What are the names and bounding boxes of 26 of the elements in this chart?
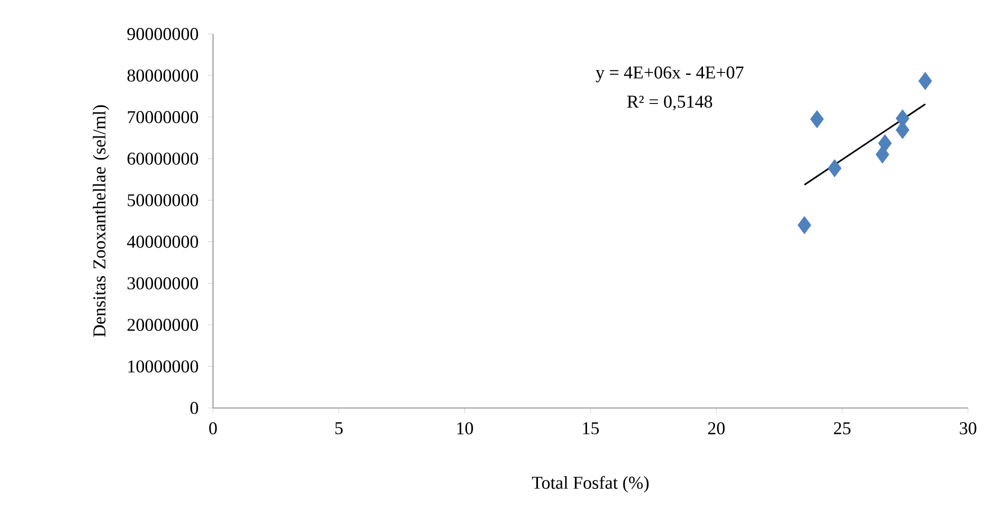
y-tick-label: 10000000 — [128, 360, 198, 372]
x-tick-label: 15 — [583, 422, 599, 434]
point — [798, 216, 812, 234]
x-tick-label: 25 — [834, 422, 850, 434]
point — [810, 110, 824, 128]
annotation: R² = 0,5148 — [627, 96, 712, 110]
y-tick-label: 60000000 — [128, 152, 198, 165]
y-tick-label: 90000000 — [127, 28, 198, 40]
annotation: y = 4E+06x - 4E+07 — [596, 66, 744, 82]
point — [828, 159, 842, 178]
x-tick-label: 0 — [209, 422, 217, 434]
y-tick-label: 40000000 — [127, 236, 198, 248]
point — [876, 146, 890, 164]
y-axis-title: Densitas Zooxanthellae (sel/ml) — [92, 105, 110, 337]
y-tick-label: 0 — [190, 402, 198, 414]
y-tick-label: 50000000 — [128, 194, 198, 206]
x-tick-label: 20 — [708, 422, 725, 434]
x-tick-label: 30 — [960, 422, 976, 434]
x-tick-label: 5 — [335, 422, 343, 434]
x-tick-label: 10 — [457, 422, 473, 434]
y-tick-label: 70000000 — [128, 111, 198, 124]
x-axis-title: Total Fosfat (%) — [532, 476, 649, 492]
y-tick-label: 20000000 — [128, 318, 198, 331]
y-tick-label: 30000000 — [128, 277, 198, 290]
y-tick-label: 80000000 — [127, 69, 198, 82]
point — [918, 72, 932, 90]
